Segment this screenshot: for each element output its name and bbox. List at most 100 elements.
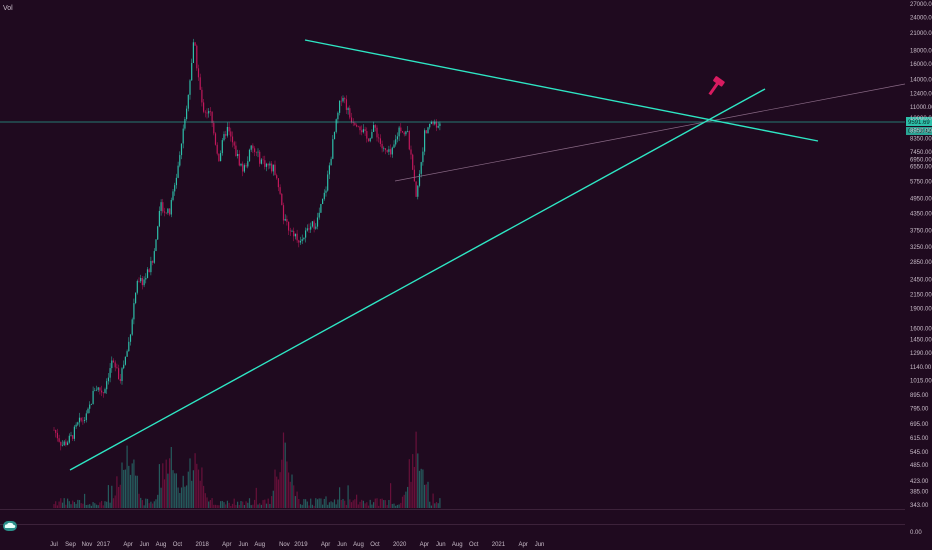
volume-bar [393, 503, 395, 508]
volume-bar [383, 500, 385, 508]
volume-bar [180, 487, 183, 508]
volume-bar [437, 503, 439, 508]
volume-bar [327, 504, 329, 508]
volume-bar [85, 504, 87, 508]
candle-body [242, 163, 244, 172]
volume-bar [386, 505, 388, 508]
candle-body [67, 442, 69, 445]
candle-body [401, 131, 404, 133]
volume-bar [388, 500, 390, 508]
candle-body [413, 169, 415, 182]
y-tick-label: 27000.00 [910, 2, 932, 8]
volume-bar [347, 485, 349, 508]
volume-bar [231, 503, 234, 508]
volume-bar [70, 504, 72, 508]
candle-body [106, 381, 108, 390]
candle-body [114, 362, 116, 368]
volume-bar [350, 502, 353, 508]
candle-body [191, 62, 193, 81]
candle-body [296, 233, 298, 241]
candle-body [310, 226, 312, 230]
tradingview-cloud-icon[interactable] [3, 521, 17, 531]
volume-bar [58, 501, 60, 508]
volume-bar [306, 501, 308, 508]
candle-body [284, 219, 286, 221]
x-tick-label: Apr [222, 542, 231, 548]
drawing-lines[interactable]: 9591.69 07:59:42 [0, 39, 932, 471]
candle-body [262, 159, 264, 161]
volume-bar [242, 501, 244, 508]
candle-body [85, 413, 87, 421]
time-axis[interactable]: Jul Sep Nov 2017 Apr Jun Aug Oct 2018 Apr Jun Aug No… [50, 542, 544, 548]
volume-bar [211, 498, 213, 508]
candle-body [320, 204, 322, 213]
volume-bar [405, 491, 407, 508]
volume-bar [68, 501, 70, 508]
x-tick-label: Nov [279, 542, 290, 548]
thin-trendline[interactable] [394, 83, 906, 182]
volume-bar [250, 505, 252, 508]
candle-body [61, 445, 64, 446]
candle-body [223, 134, 225, 141]
hammer-icon[interactable] [705, 76, 725, 98]
candle-body [407, 131, 409, 132]
x-tick-label: Jun [337, 542, 347, 548]
x-tick-label: Jun [238, 542, 248, 548]
volume-bar [121, 462, 123, 508]
candle-body [298, 240, 300, 243]
svg-text:9591.69: 9591.69 [908, 120, 930, 126]
candle-body [381, 143, 383, 149]
volume-bar [102, 505, 104, 508]
candle-body [333, 131, 336, 140]
volume-bar [282, 432, 285, 508]
volume-bar [435, 501, 438, 508]
candle-body [335, 119, 337, 132]
y-tick-label: 8950.00 [910, 129, 932, 135]
candle-body [379, 138, 381, 144]
candle-body [177, 165, 179, 178]
candle-body [291, 230, 293, 232]
volume-bar [303, 499, 305, 508]
volume-bar [395, 505, 397, 508]
volume-bar [160, 487, 162, 508]
volume-bar [186, 485, 188, 508]
volume-bar [226, 500, 228, 508]
y-tick-label: 895.00 [910, 393, 929, 399]
y-tick-label: 485.00 [910, 463, 929, 469]
candle-body [398, 127, 400, 137]
y-tick-label: 0.00 [910, 530, 922, 536]
candle-body [347, 108, 349, 110]
candle-body [89, 404, 91, 409]
candle-body [350, 117, 353, 123]
y-tick-label: 1290.00 [910, 351, 932, 357]
volume-bar [315, 498, 317, 508]
volume-bar [264, 499, 266, 508]
volume-bar [65, 504, 67, 508]
candle-body [403, 132, 405, 135]
price-tag-current[interactable]: 9591.69 [906, 117, 932, 126]
y-tick-label: 14000.00 [910, 77, 932, 83]
volume-bar [310, 498, 312, 508]
candle-body [277, 178, 279, 188]
candle-body [439, 123, 441, 126]
candle-body [254, 148, 256, 152]
resistance-trendline[interactable] [304, 39, 819, 142]
volume-bar [53, 504, 55, 508]
price-axis[interactable]: 27000.00 24000.00 21000.00 18000.00 16000.00… [910, 2, 932, 536]
volume-bar [145, 498, 147, 508]
y-tick-label: 3250.00 [910, 245, 932, 251]
volume-bar [94, 503, 96, 508]
candle-body [192, 42, 194, 63]
candle-body [112, 360, 115, 363]
candle-body [301, 239, 303, 241]
candle-body [237, 153, 239, 157]
candle-body [218, 153, 220, 162]
x-tick-label: Oct [370, 542, 380, 548]
volume-bar [174, 473, 176, 508]
candle-body [221, 140, 223, 154]
support-trendline[interactable] [69, 88, 766, 471]
volume-bar [182, 475, 184, 508]
